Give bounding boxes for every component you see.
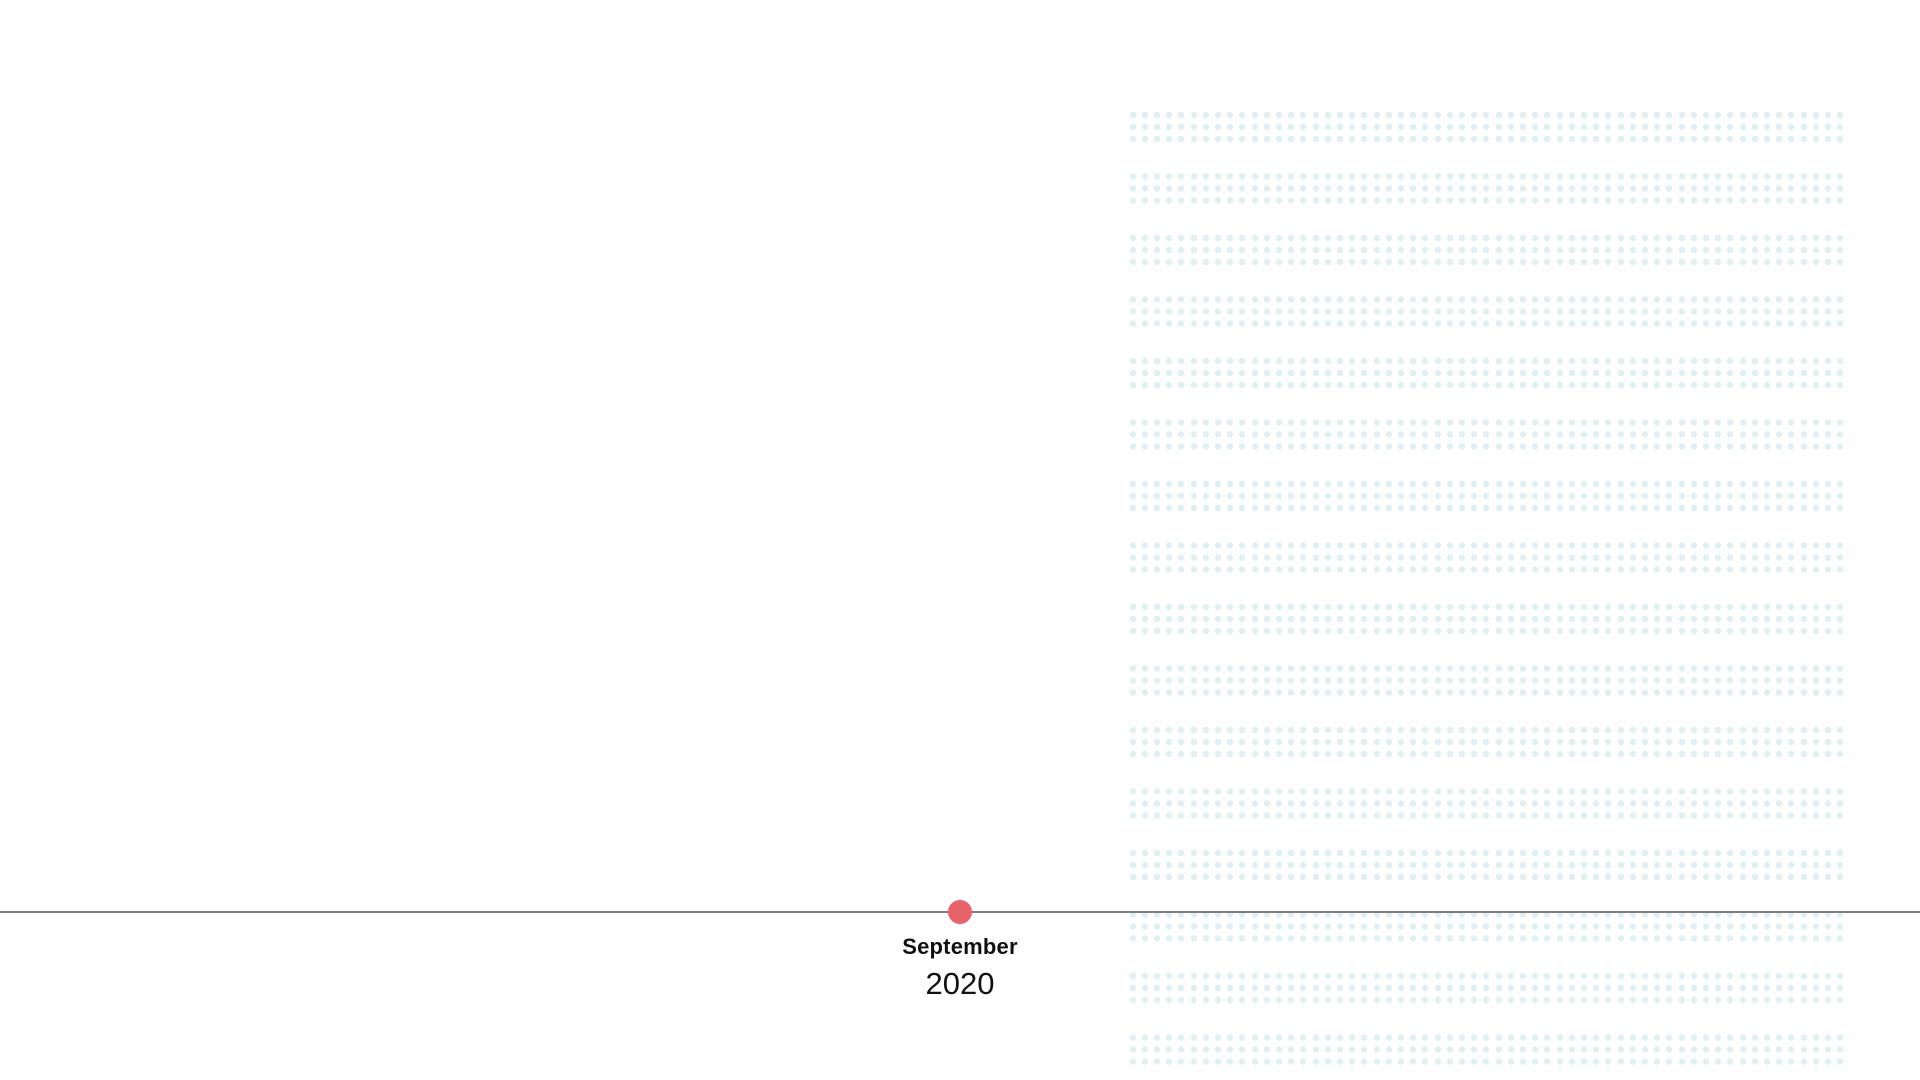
date-year: 2020 [925,966,995,1001]
date-month: September [902,934,1018,959]
timeline-date-label: September 2020 [860,932,1060,1004]
circle-marker-icon[interactable] [948,900,972,924]
dot-grid-pattern [1128,108,1848,1080]
